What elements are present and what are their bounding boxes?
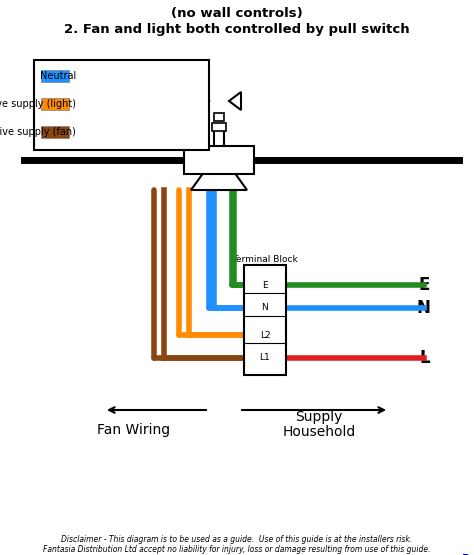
Text: L: L bbox=[419, 349, 430, 367]
Text: Terminal Block: Terminal Block bbox=[232, 255, 298, 264]
Text: N: N bbox=[262, 304, 268, 312]
Text: L2: L2 bbox=[260, 330, 270, 340]
Text: Pressauto.NET: Pressauto.NET bbox=[462, 554, 474, 555]
Text: Live supply (fan): Live supply (fan) bbox=[0, 127, 76, 137]
Text: Live supply (light): Live supply (light) bbox=[0, 99, 76, 109]
Text: L1: L1 bbox=[260, 354, 270, 362]
Bar bbox=[214, 113, 224, 121]
Text: Disclaimer - This diagram is to be used as a guide.  Use of this guide is at the: Disclaimer - This diagram is to be used … bbox=[43, 535, 431, 555]
Bar bbox=[34, 60, 209, 150]
Bar bbox=[212, 123, 226, 131]
Text: (no wall controls): (no wall controls) bbox=[171, 8, 303, 21]
Text: E: E bbox=[419, 276, 430, 294]
Bar bbox=[41, 98, 69, 110]
Text: Neutral: Neutral bbox=[40, 71, 76, 81]
Bar bbox=[41, 126, 69, 138]
Bar bbox=[244, 265, 286, 375]
Text: Fan Wiring: Fan Wiring bbox=[98, 423, 171, 437]
Text: N: N bbox=[416, 299, 430, 317]
Text: Supply: Supply bbox=[295, 410, 343, 424]
Polygon shape bbox=[229, 92, 241, 110]
Bar bbox=[184, 146, 254, 174]
Bar bbox=[41, 70, 69, 82]
Polygon shape bbox=[191, 172, 247, 190]
Text: 2. Fan and light both controlled by pull switch: 2. Fan and light both controlled by pull… bbox=[64, 23, 410, 37]
Text: Household: Household bbox=[283, 425, 356, 439]
Polygon shape bbox=[197, 92, 209, 110]
Text: E: E bbox=[262, 280, 268, 290]
